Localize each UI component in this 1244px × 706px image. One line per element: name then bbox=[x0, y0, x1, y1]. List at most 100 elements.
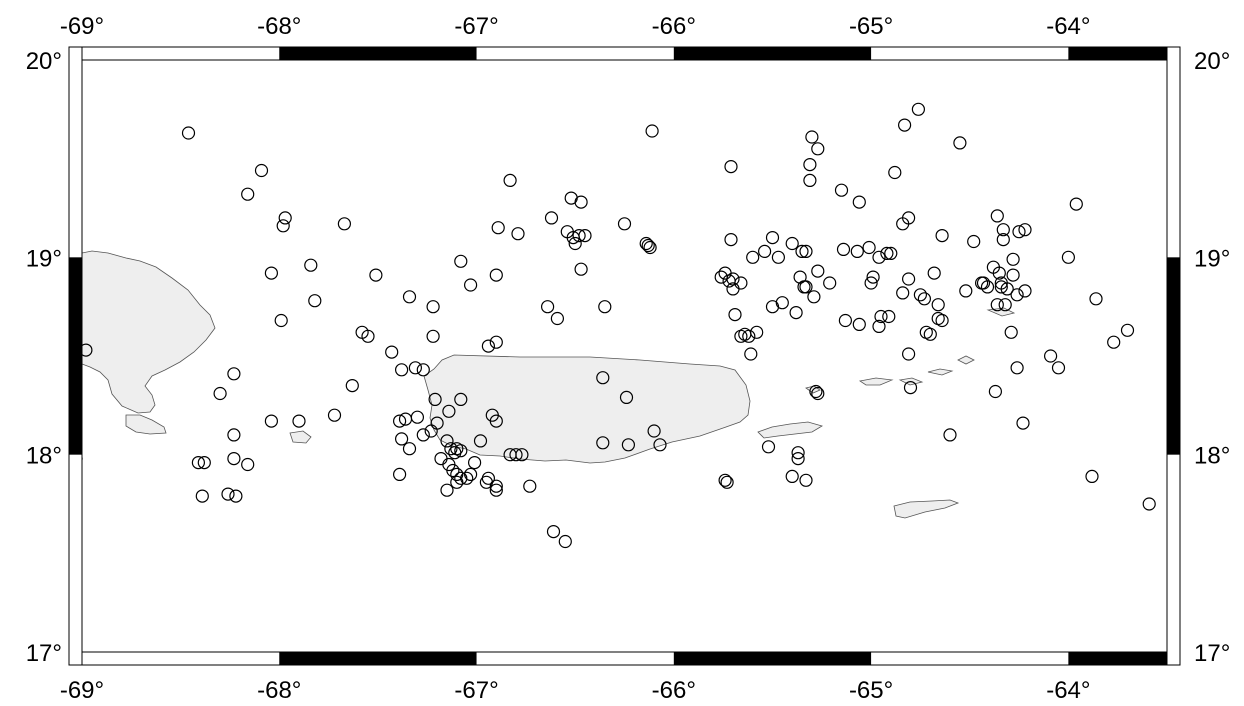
st-thomas-island-landmass bbox=[858, 377, 894, 386]
earthquake-marker bbox=[943, 428, 957, 442]
earthquake-marker bbox=[1010, 288, 1024, 302]
earthquake-marker bbox=[426, 329, 440, 343]
earthquake-marker bbox=[454, 392, 468, 406]
earthquake-marker bbox=[761, 440, 776, 454]
earthquake-marker bbox=[1069, 197, 1083, 211]
earthquake-marker bbox=[811, 142, 825, 156]
earthquake-marker bbox=[197, 456, 211, 470]
earthquake-marker bbox=[643, 240, 657, 255]
earthquake-marker bbox=[410, 410, 424, 424]
earthquake-marker bbox=[254, 163, 269, 178]
earthquake-marker bbox=[1142, 497, 1156, 511]
saona-island-landmass bbox=[125, 414, 167, 435]
earthquake-marker bbox=[550, 311, 565, 326]
earthquake-marker bbox=[724, 160, 738, 174]
earthquake-marker bbox=[953, 136, 967, 150]
lat-tick-label-left: 17° bbox=[26, 640, 62, 667]
earthquake-marker bbox=[395, 432, 409, 446]
earthquake-marker bbox=[481, 339, 495, 353]
earthquake-marker bbox=[596, 371, 610, 385]
lat-tick-label-left: 20° bbox=[26, 48, 62, 75]
landmass-layer bbox=[82, 250, 1016, 519]
earthquake-marker bbox=[990, 209, 1004, 223]
earthquake-marker bbox=[558, 534, 572, 549]
earthquake-marker bbox=[578, 229, 592, 243]
earthquake-marker bbox=[574, 195, 588, 209]
earthquake-marker bbox=[791, 452, 805, 466]
earthquake-marker bbox=[785, 469, 799, 483]
earthquake-marker bbox=[872, 319, 886, 333]
earthquake-marker bbox=[996, 233, 1010, 247]
earthquake-marker bbox=[1006, 252, 1020, 266]
earthquake-marker bbox=[308, 294, 322, 308]
earthquake-marker bbox=[304, 258, 318, 272]
earthquake-marker bbox=[227, 452, 241, 466]
lat-tick-label-left: 18° bbox=[26, 443, 62, 470]
earthquake-marker bbox=[722, 274, 736, 288]
lat-tick-label-right: 18° bbox=[1194, 443, 1230, 470]
earthquake-marker bbox=[292, 414, 306, 428]
st-croix-island-landmass bbox=[893, 499, 960, 519]
earthquake-marker bbox=[446, 463, 460, 478]
frame-segment-bottom bbox=[1068, 652, 1167, 665]
earthquake-marker bbox=[546, 524, 561, 539]
earthquake-marker bbox=[540, 300, 555, 314]
earthquake-marker bbox=[1000, 282, 1014, 296]
earthquake-marker bbox=[345, 379, 359, 393]
earthquake-marker bbox=[785, 236, 799, 251]
lon-tick-label-top: -64° bbox=[1046, 13, 1090, 40]
earthquake-marker bbox=[720, 475, 734, 489]
earthquake-marker bbox=[1051, 361, 1066, 375]
earthquake-marker bbox=[489, 335, 503, 349]
earthquake-events bbox=[82, 102, 1156, 549]
frame-segment-top bbox=[279, 47, 477, 60]
frame-segment-top bbox=[673, 47, 872, 60]
earthquake-marker bbox=[278, 211, 292, 225]
earthquake-marker bbox=[473, 434, 488, 448]
map-border bbox=[81, 59, 1168, 653]
earthquake-marker bbox=[440, 434, 454, 448]
earthquake-marker bbox=[430, 416, 444, 430]
frame-segment-right bbox=[1167, 257, 1180, 455]
earthquake-marker bbox=[803, 173, 817, 187]
earthquake-marker bbox=[1004, 325, 1018, 339]
lon-tick-label-bottom: -65° bbox=[849, 677, 893, 704]
earthquake-marker bbox=[221, 487, 235, 501]
earthquake-marker bbox=[998, 298, 1012, 312]
earthquake-marker bbox=[917, 292, 932, 306]
earthquake-marker bbox=[880, 246, 894, 260]
earthquake-marker bbox=[361, 329, 375, 343]
earthquake-marker bbox=[227, 367, 241, 381]
earthquake-marker bbox=[393, 414, 407, 428]
earthquake-marker bbox=[241, 457, 255, 472]
earthquake-marker bbox=[1016, 416, 1030, 430]
earthquake-marker bbox=[450, 475, 464, 489]
earthquake-marker bbox=[935, 229, 949, 243]
earthquake-marker bbox=[901, 272, 916, 286]
earthquake-marker bbox=[639, 236, 653, 251]
earthquake-marker bbox=[191, 456, 205, 470]
earthquake-marker bbox=[988, 384, 1003, 399]
earthquake-marker bbox=[1085, 469, 1099, 483]
earthquake-marker bbox=[385, 345, 399, 359]
earthquake-marker bbox=[489, 479, 503, 493]
lat-tick-label-right: 17° bbox=[1194, 640, 1230, 667]
earthquake-marker bbox=[82, 343, 93, 357]
earthquake-marker bbox=[897, 118, 912, 132]
puerto-rico-landmass bbox=[423, 354, 751, 464]
earthquake-marker bbox=[491, 221, 505, 235]
earthquake-marker bbox=[1061, 250, 1076, 264]
earthquake-marker bbox=[426, 300, 440, 314]
earthquake-marker bbox=[862, 240, 876, 255]
earthquake-marker bbox=[617, 217, 632, 231]
earthquake-marker bbox=[872, 250, 886, 264]
earthquake-marker bbox=[464, 278, 478, 292]
earthquake-marker bbox=[714, 270, 728, 284]
lon-tick-label-top: -65° bbox=[849, 13, 893, 40]
earthquake-marker bbox=[728, 308, 742, 322]
earthquake-marker bbox=[402, 290, 417, 304]
earthquake-marker bbox=[468, 456, 482, 470]
earthquake-marker bbox=[838, 313, 853, 328]
earthquake-marker bbox=[1089, 292, 1103, 306]
earthquake-marker bbox=[911, 102, 926, 116]
